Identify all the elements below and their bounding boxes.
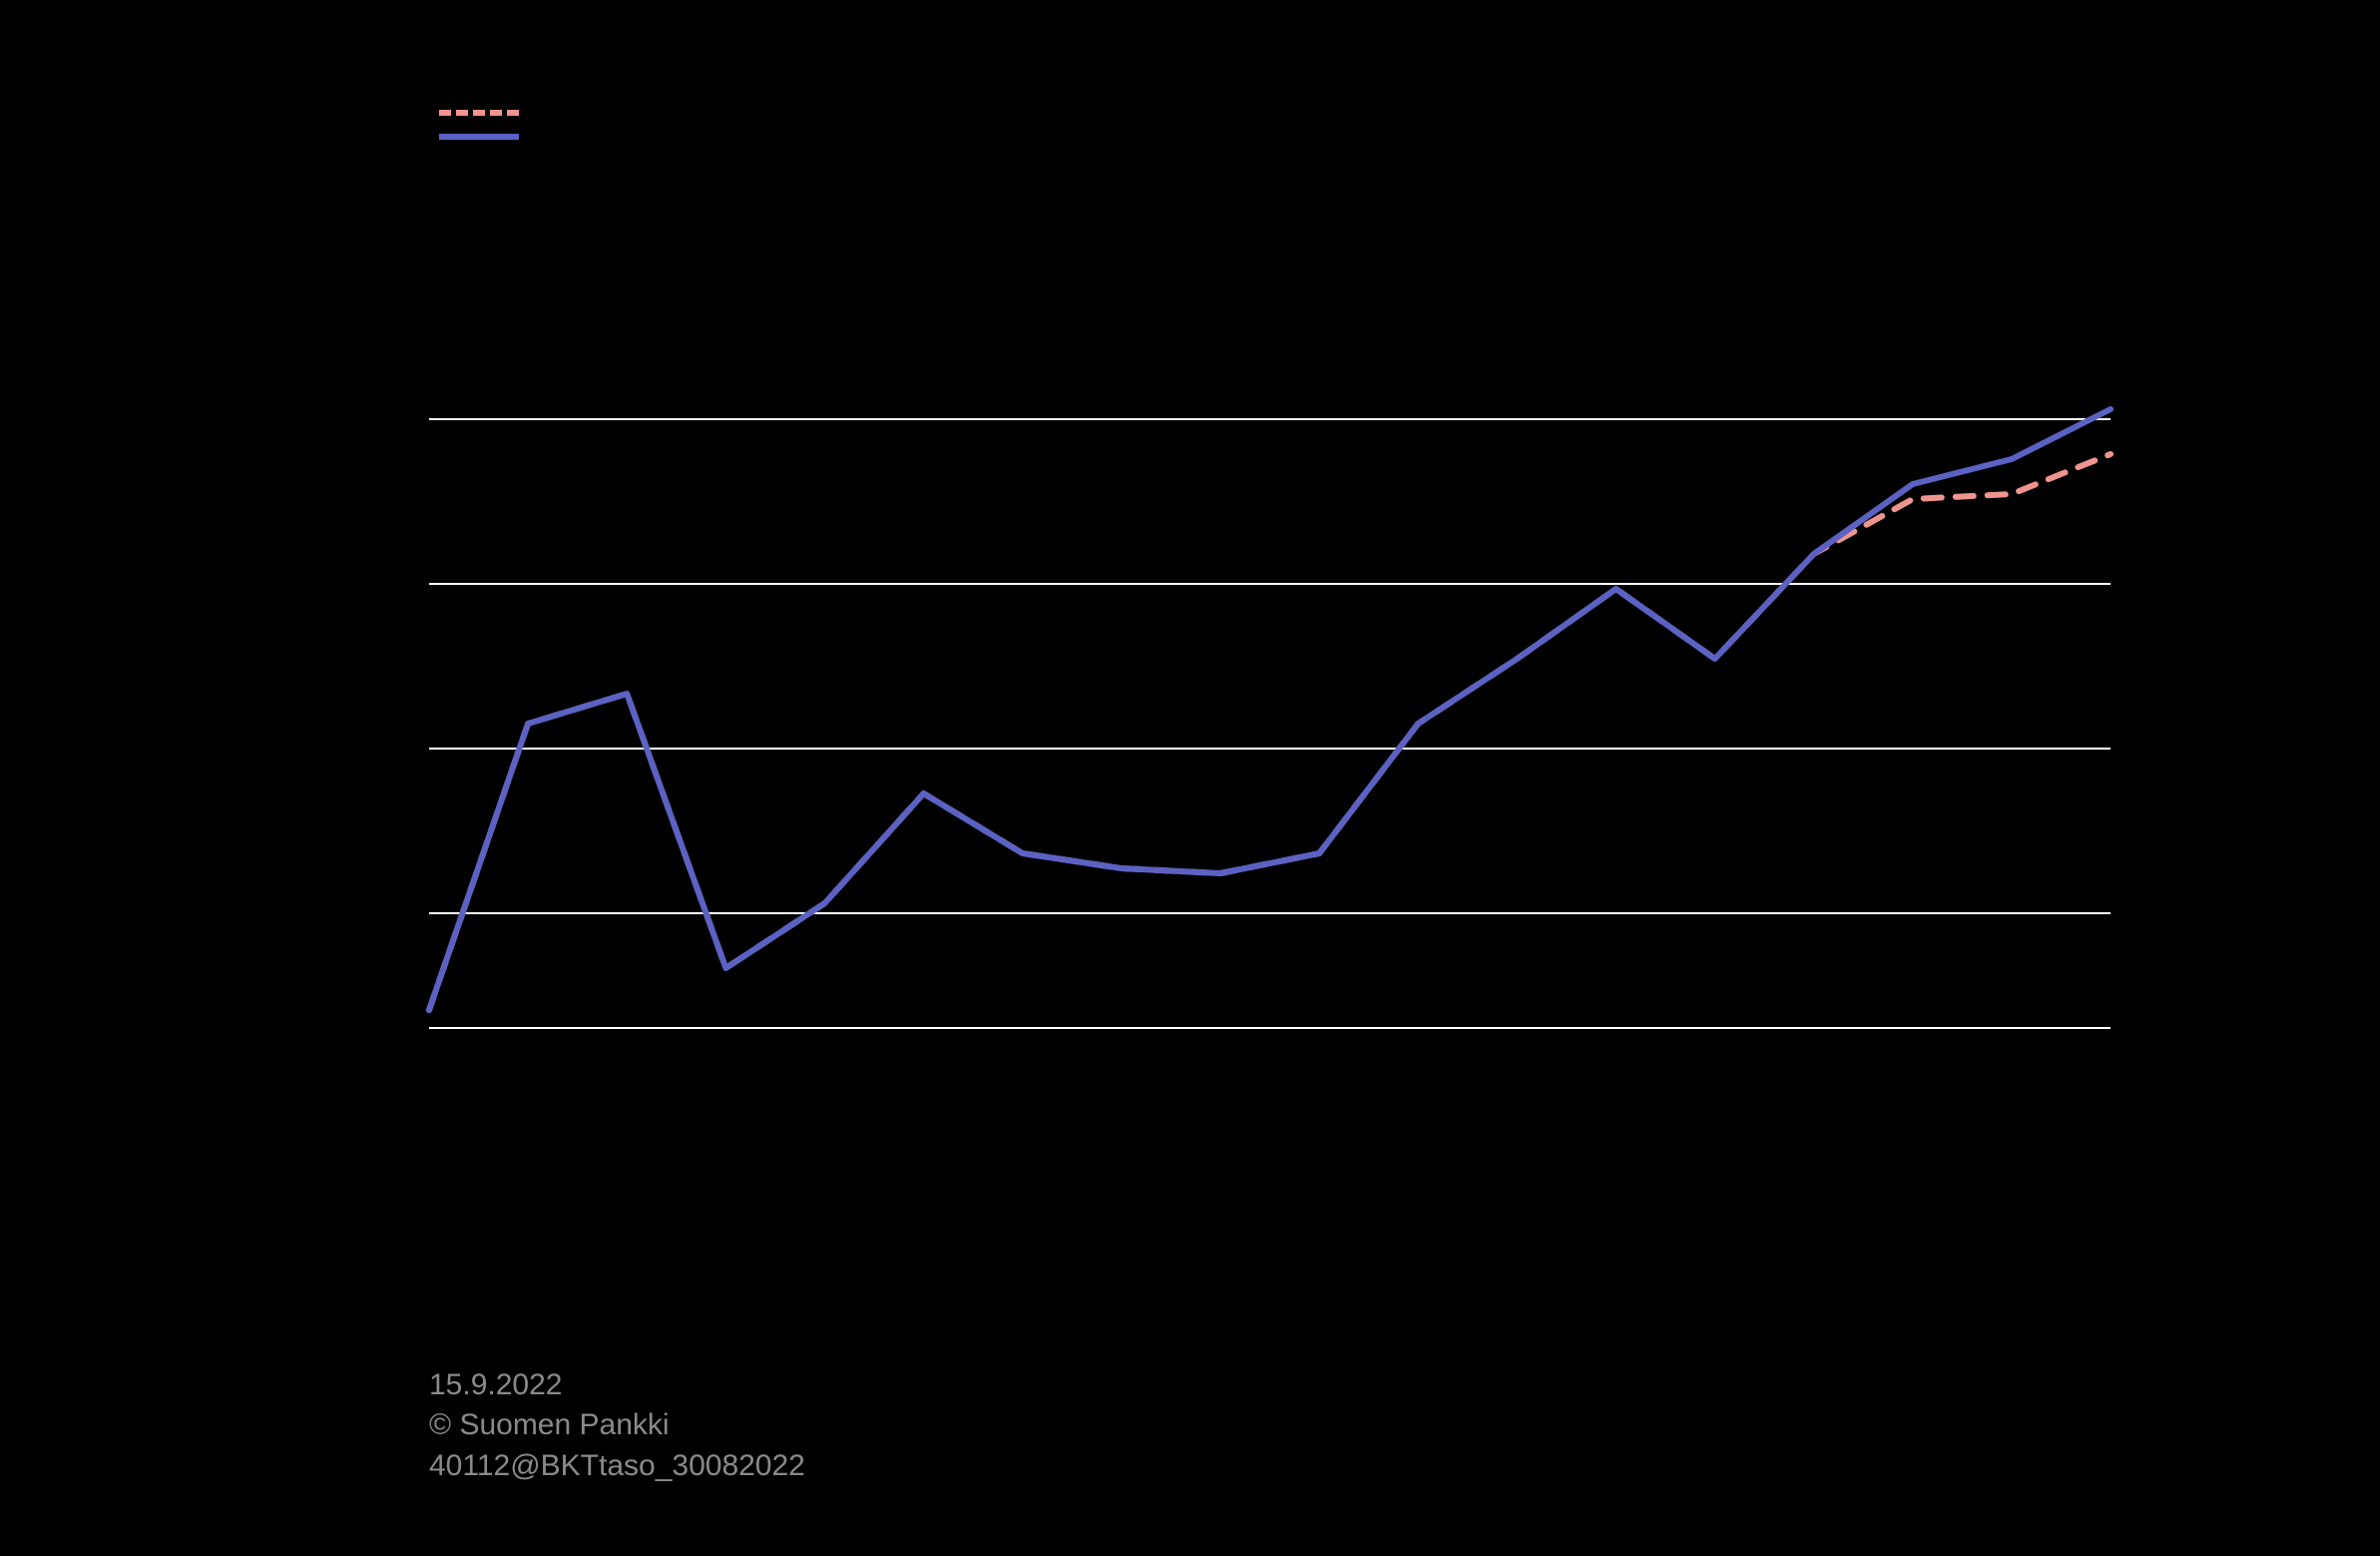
footer-code: 40112@BKTtaso_30082022 bbox=[429, 1446, 805, 1487]
chart-svg bbox=[0, 0, 2380, 1556]
legend-item-forecast bbox=[439, 110, 539, 116]
chart-root: 15.9.2022 © Suomen Pankki 40112@BKTtaso_… bbox=[0, 0, 2380, 1556]
legend-item-actual bbox=[439, 134, 539, 140]
legend bbox=[439, 110, 539, 158]
legend-swatch-actual bbox=[439, 134, 519, 140]
footer-date: 15.9.2022 bbox=[429, 1365, 805, 1406]
legend-swatch-forecast bbox=[439, 110, 519, 116]
footer: 15.9.2022 © Suomen Pankki 40112@BKTtaso_… bbox=[429, 1365, 805, 1487]
footer-copyright: © Suomen Pankki bbox=[429, 1405, 805, 1446]
